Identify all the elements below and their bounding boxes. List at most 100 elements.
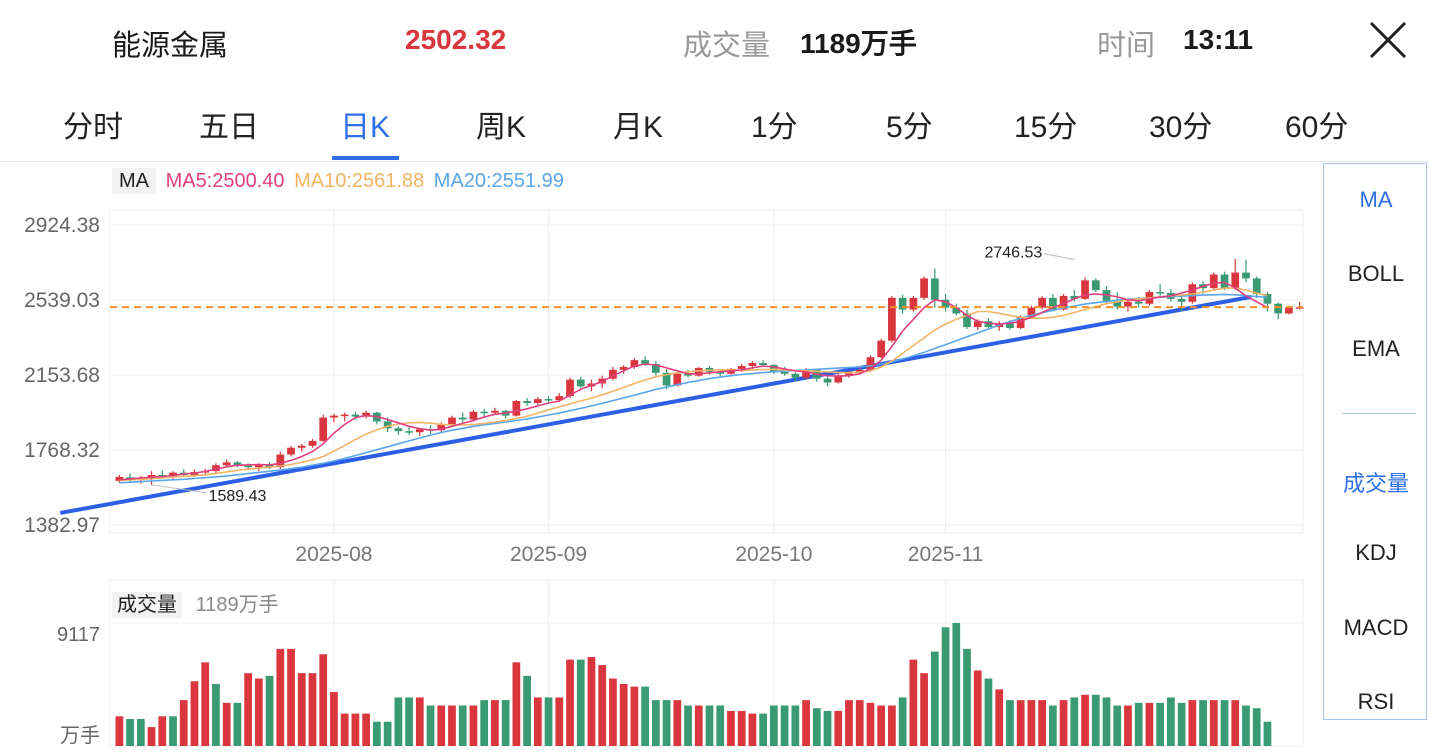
candle-body — [941, 299, 950, 308]
candle-body — [662, 372, 671, 386]
volume-bar — [566, 659, 574, 746]
ma10-value: MA10:2561.88 — [294, 170, 425, 192]
ma-legend: MA MA5:2500.40 MA10:2561.88 MA20:2551.99 — [112, 168, 568, 198]
candle-body — [609, 369, 617, 379]
candle-body — [1113, 300, 1122, 307]
candle-body — [244, 465, 252, 468]
candle-body — [1285, 307, 1293, 314]
volume-bar — [845, 700, 853, 746]
volume-bar — [984, 678, 993, 746]
candle-body — [480, 411, 489, 414]
candle-body — [1070, 295, 1079, 299]
volume-unit-label: 万手 — [60, 724, 100, 747]
volume-bar — [469, 705, 478, 746]
candle-body — [523, 401, 531, 403]
indicator-macd[interactable]: MACD — [1343, 615, 1409, 640]
tab-1min[interactable]: 1分 — [751, 111, 798, 144]
indicator-ema[interactable]: EMA — [1352, 336, 1400, 361]
candle-body — [448, 417, 456, 425]
candle-body — [576, 379, 585, 387]
volume-bar — [963, 648, 971, 746]
tab-weekly-k[interactable]: 周K — [476, 111, 527, 144]
volume-bar — [415, 697, 424, 746]
high-annotation-leader — [1044, 253, 1075, 261]
candle-body — [222, 462, 231, 466]
volume-bar — [1038, 700, 1046, 746]
volume-bar — [684, 705, 692, 746]
candle-body — [1156, 292, 1165, 294]
volume-bar — [319, 654, 328, 746]
volume-bar — [480, 700, 489, 746]
volume-bar — [576, 659, 585, 746]
low-annotation-leader — [151, 484, 207, 494]
y-tick-label: 2153.68 — [24, 364, 100, 387]
volume-bar — [727, 710, 735, 746]
tab-30min[interactable]: 30分 — [1149, 111, 1213, 144]
candle-body — [1027, 307, 1036, 318]
volume-bar — [1231, 700, 1240, 746]
close-icon — [1369, 21, 1407, 59]
candle-body — [834, 375, 843, 383]
volume-bar — [1134, 702, 1143, 746]
candle-body — [1081, 280, 1089, 299]
indicator-ma[interactable]: MA — [1359, 187, 1393, 212]
volume-bar — [855, 700, 864, 746]
candle-body — [716, 371, 725, 374]
candle-body — [1209, 274, 1218, 289]
sidebar-divider — [1342, 413, 1416, 414]
volume-bar — [501, 700, 510, 746]
volume-bar — [609, 678, 617, 746]
volume-bar — [1252, 708, 1261, 746]
tab-60min[interactable]: 60分 — [1285, 111, 1349, 144]
time-value: 13:11 — [1183, 24, 1254, 55]
low-annotation-label: 1589.43 — [209, 488, 267, 505]
close-button[interactable] — [1368, 20, 1408, 60]
indicator-rsi[interactable]: RSI — [1357, 689, 1395, 714]
time-label: 时间 — [1097, 30, 1156, 62]
volume-bar — [1059, 700, 1068, 746]
indicator-volume[interactable]: 成交量 — [1342, 471, 1409, 496]
volume-bar — [780, 705, 789, 746]
indicator-kdj[interactable]: KDJ — [1355, 540, 1397, 565]
volume-bar — [1220, 700, 1229, 746]
candle-body — [437, 424, 446, 431]
volume-bar — [555, 697, 564, 746]
tab-monthly-k[interactable]: 月K — [613, 111, 664, 144]
candle-body — [265, 464, 274, 468]
volume-bar — [265, 675, 274, 746]
volume-bar — [1016, 700, 1025, 746]
volume-bar — [694, 705, 703, 746]
tab-five-day[interactable]: 五日 — [199, 111, 259, 144]
volume-bar — [308, 673, 317, 746]
candle-body — [115, 476, 124, 481]
volume-bar — [737, 710, 746, 746]
volume-max-label: 9117 — [57, 624, 100, 646]
ma20-line — [119, 293, 1268, 484]
candle-body — [340, 414, 349, 417]
volume-bar — [254, 678, 263, 746]
candle-body — [555, 396, 564, 401]
candle-body — [855, 369, 864, 372]
candle-body — [780, 371, 789, 374]
candle-body — [1091, 280, 1100, 291]
volume-bar — [1006, 700, 1014, 746]
y-tick-label: 2539.03 — [24, 289, 100, 312]
volume-bar — [212, 683, 220, 746]
indicator-boll[interactable]: BOLL — [1347, 261, 1405, 286]
volume-bar — [770, 705, 778, 746]
volume-bar — [1167, 697, 1175, 746]
candle-body — [566, 379, 574, 397]
candle-body — [770, 365, 778, 372]
candle-body — [973, 321, 982, 328]
kline-chart[interactable]: 2924.38 2539.03 2153.68 1768.32 1382.97 2025-… — [0, 0, 1323, 756]
candle-body — [1263, 293, 1272, 304]
tab-fenshi[interactable]: 分时 — [63, 111, 123, 144]
volume-bar — [705, 705, 714, 746]
candle-body — [383, 421, 392, 429]
volume-bar — [437, 705, 446, 746]
volume-bar — [426, 705, 435, 746]
tab-5min[interactable]: 5分 — [886, 111, 933, 144]
tab-15min[interactable]: 15分 — [1014, 111, 1078, 144]
volume-label: 成交量 — [683, 30, 771, 62]
tab-daily-k[interactable]: 日K — [340, 111, 391, 144]
